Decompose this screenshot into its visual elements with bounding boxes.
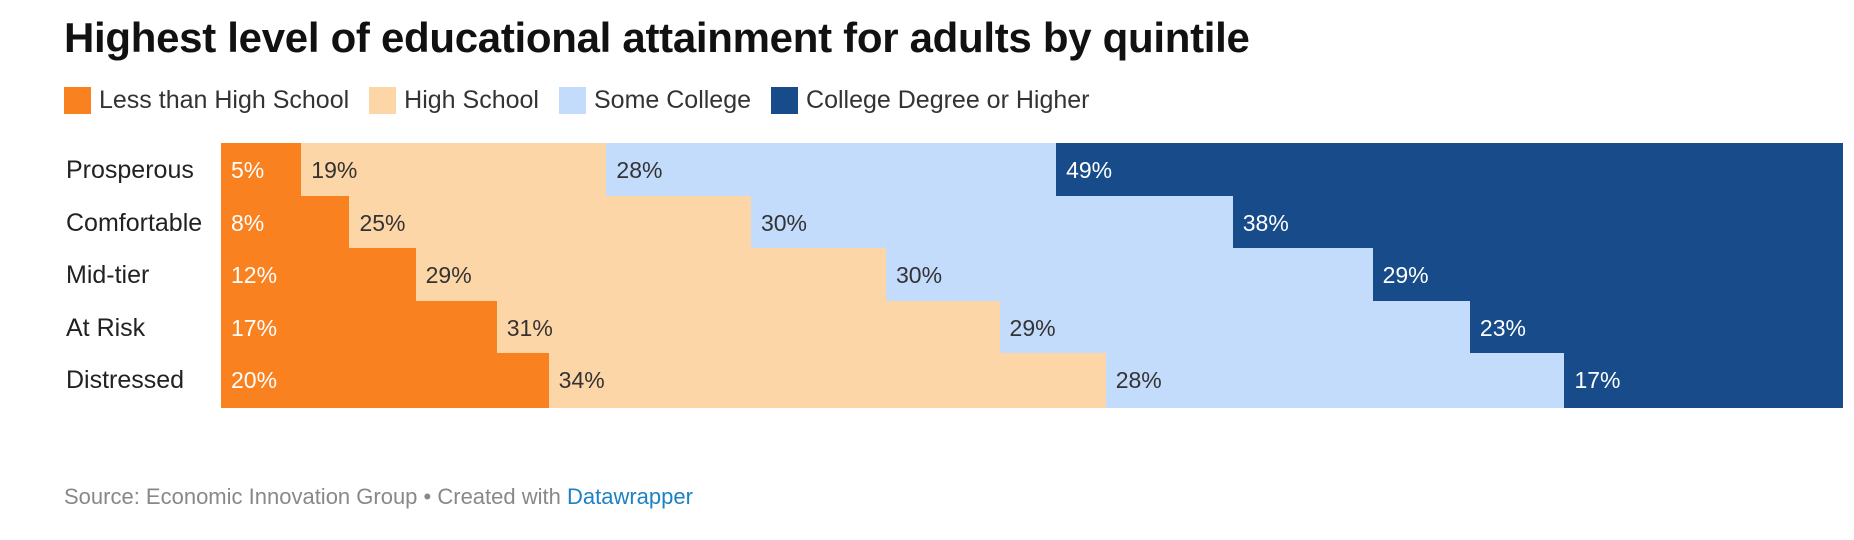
data-label: 5% [231, 157, 265, 183]
bar-segment: 17% [1564, 353, 1843, 408]
bar-segment: 31% [496, 300, 1000, 356]
legend-label: College Degree or Higher [806, 86, 1090, 114]
legend-item: High School [369, 86, 539, 115]
bar-segment: 8% [221, 195, 350, 251]
bar-segment: 28% [1105, 353, 1565, 408]
bar-segment: 30% [750, 195, 1233, 251]
legend-label: High School [404, 86, 539, 114]
bar-segment: 29% [999, 300, 1470, 356]
bar-row: At Risk 17% 31% 29% 23% [0, 300, 1854, 356]
footer-separator: • [417, 484, 438, 509]
legend-item: Some College [558, 86, 752, 115]
category-label: At Risk [66, 313, 146, 342]
bar-segment: 28% [606, 143, 1057, 198]
created-with-text: Created with [437, 484, 567, 509]
bar-track: 5% 19% 28% 49% [221, 143, 1843, 198]
datawrapper-link[interactable]: Datawrapper [566, 484, 693, 509]
data-label: 28% [1115, 367, 1162, 393]
legend-item: Less than High School [64, 86, 349, 115]
legend-label: Less than High School [99, 86, 350, 114]
legend: Less than High School High School Some Col… [64, 86, 1110, 115]
source-text: Source: Economic Innovation Group [64, 484, 418, 509]
legend-item: College Degree or Higher [771, 86, 1090, 115]
bar-segment: 49% [1056, 143, 1843, 198]
category-label: Distressed [66, 366, 185, 394]
data-label: 49% [1066, 157, 1113, 183]
bar-track: 12% 29% 30% 29% [221, 248, 1843, 303]
bar-row: Comfortable 8% 25% 30% 38% [0, 195, 1854, 251]
bar-segment: 12% [221, 248, 416, 303]
data-label: 34% [558, 367, 605, 393]
category-label: Prosperous [66, 156, 194, 184]
bar-segment: 34% [548, 353, 1106, 408]
data-label: 31% [506, 314, 553, 341]
bar-segment: 29% [415, 248, 886, 303]
data-label: 23% [1479, 314, 1526, 341]
data-label: 29% [1382, 262, 1429, 288]
data-label: 38% [1242, 209, 1289, 236]
bar-row: Prosperous 5% 19% 28% 49% [0, 143, 1854, 198]
data-label: 19% [311, 157, 358, 183]
data-label: 12% [231, 262, 278, 288]
bar-segment: 23% [1469, 300, 1843, 356]
bar-track: 17% 31% 29% 23% [221, 300, 1843, 356]
category-label: Comfortable [66, 208, 203, 237]
data-label: 30% [760, 209, 807, 236]
footer: Source: Economic Innovation Group • Crea… [64, 484, 693, 510]
data-label: 28% [616, 157, 663, 183]
data-label: 17% [231, 314, 278, 341]
data-label: 29% [1009, 314, 1056, 341]
bar-row: Mid-tier 12% 29% 30% 29% [0, 248, 1854, 303]
data-label: 25% [359, 209, 406, 236]
bar-segment: 30% [886, 248, 1373, 303]
legend-swatch [64, 87, 91, 114]
bar-track: 8% 25% 30% 38% [221, 195, 1843, 251]
bar-segment: 5% [221, 143, 302, 198]
data-label: 17% [1574, 367, 1621, 393]
data-label: 8% [231, 209, 265, 236]
data-label: 20% [231, 367, 278, 393]
data-label: 30% [896, 262, 943, 288]
bar-segment: 20% [221, 353, 549, 408]
category-label: Mid-tier [66, 261, 150, 289]
bar-segment: 17% [221, 300, 497, 356]
bar-track: 20% 34% 28% 17% [221, 353, 1843, 408]
bar-segment: 38% [1232, 195, 1843, 251]
bar-segment: 25% [349, 195, 751, 251]
legend-swatch [771, 87, 799, 114]
bar-segment: 29% [1372, 248, 1843, 303]
legend-swatch [558, 87, 586, 114]
data-label: 29% [425, 262, 472, 288]
bar-segment: 19% [301, 143, 607, 198]
legend-label: Some College [593, 86, 752, 114]
chart-title: Highest level of educational attainment … [64, 14, 1250, 61]
bar-row: Distressed 20% 34% 28% 17% [0, 353, 1854, 408]
legend-swatch [369, 87, 397, 114]
